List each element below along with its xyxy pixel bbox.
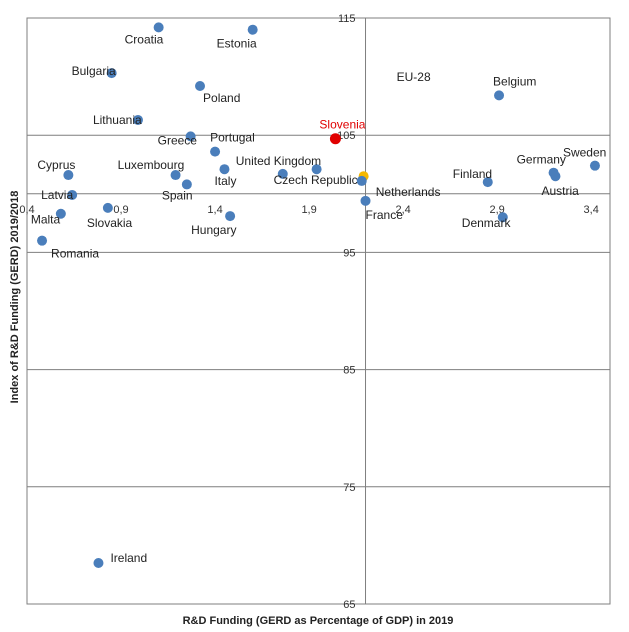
x-tick-label: 3,4 bbox=[584, 204, 599, 216]
point-romania bbox=[37, 235, 48, 246]
point-poland bbox=[195, 80, 206, 91]
label-netherlands: Netherlands bbox=[376, 185, 441, 199]
label-austria: Austria bbox=[541, 184, 579, 198]
point-slovakia bbox=[102, 202, 113, 213]
label-eu-28: EU-28 bbox=[397, 70, 431, 84]
point-spain bbox=[181, 179, 192, 190]
point-united-kingdom bbox=[277, 168, 288, 179]
x-tick-label: 2,4 bbox=[395, 204, 410, 216]
label-finland: Finland bbox=[453, 167, 492, 181]
y-axis-title: Index of R&D Funding (GERD) 2019/2018 bbox=[9, 191, 21, 404]
point-cyprus bbox=[63, 170, 74, 181]
x-tick-labels: 0,4 0,9 1,4 1,9 2,4 2,9 3,4 bbox=[19, 204, 598, 216]
x-tick-label: 0,4 bbox=[19, 204, 34, 216]
point-france bbox=[360, 195, 371, 206]
y-tick-labels: 65 75 85 95 105 115 bbox=[337, 13, 355, 611]
point-sweden bbox=[589, 160, 600, 171]
label-france: France bbox=[366, 208, 404, 222]
label-croatia: Croatia bbox=[125, 32, 164, 46]
y-tick-label: 65 bbox=[343, 599, 355, 611]
label-estonia: Estonia bbox=[217, 37, 257, 51]
label-czech-republic: Czech Republic bbox=[274, 173, 358, 187]
point-croatia bbox=[153, 22, 164, 33]
y-tick-label: 115 bbox=[338, 13, 356, 25]
point-portugal bbox=[210, 146, 221, 157]
label-sweden: Sweden bbox=[563, 146, 606, 160]
point-denmark bbox=[497, 212, 508, 223]
point-hungary bbox=[225, 211, 236, 222]
point-ireland bbox=[93, 557, 104, 568]
y-tick-label: 95 bbox=[343, 247, 355, 259]
point-estonia bbox=[247, 24, 258, 35]
point-lithuania bbox=[132, 114, 143, 125]
label-ireland: Ireland bbox=[110, 551, 147, 565]
point-latvia bbox=[67, 189, 78, 200]
label-slovenia: Slovenia bbox=[319, 118, 365, 132]
label-poland: Poland bbox=[203, 91, 240, 105]
point-greece bbox=[185, 131, 196, 142]
x-tick-label: 0,9 bbox=[113, 204, 128, 216]
label-lithuania: Lithuania bbox=[93, 113, 142, 127]
label-denmark: Denmark bbox=[462, 216, 512, 230]
point-austria bbox=[550, 171, 561, 182]
label-spain: Spain bbox=[162, 188, 193, 202]
point-italy bbox=[219, 164, 230, 175]
point-czech-republic bbox=[311, 164, 322, 175]
point-bulgaria bbox=[106, 68, 117, 79]
y-tick-label: 85 bbox=[343, 365, 355, 377]
label-luxembourg: Luxembourg bbox=[118, 158, 185, 172]
label-united-kingdom: United Kingdom bbox=[236, 154, 321, 168]
plot-area bbox=[26, 17, 611, 605]
label-greece: Greece bbox=[158, 133, 198, 147]
axes bbox=[27, 18, 610, 604]
label-latvia: Latvia bbox=[41, 188, 73, 202]
point-belgium bbox=[494, 90, 505, 101]
label-slovakia: Slovakia bbox=[87, 216, 133, 230]
label-belgium: Belgium bbox=[493, 74, 536, 88]
point-malta bbox=[55, 208, 66, 219]
label-bulgaria: Bulgaria bbox=[72, 64, 116, 78]
y-tick-label: 75 bbox=[343, 482, 355, 494]
point-netherlands bbox=[356, 175, 367, 186]
x-tick-label: 1,4 bbox=[207, 204, 222, 216]
label-hungary: Hungary bbox=[191, 223, 236, 237]
label-romania: Romania bbox=[51, 247, 99, 261]
gridlines bbox=[27, 134, 610, 488]
label-germany: Germany bbox=[517, 153, 566, 167]
point-finland bbox=[482, 177, 493, 188]
point-labels: Croatia Estonia Bulgaria Poland Lithuania Gre… bbox=[31, 32, 606, 565]
x-axis-title: R&D Funding (GERD as Percentage of GDP) … bbox=[183, 615, 454, 627]
label-malta: Malta bbox=[31, 213, 61, 227]
data-points bbox=[37, 22, 600, 568]
y-tick-label: 105 bbox=[337, 130, 355, 142]
label-italy: Italy bbox=[214, 174, 236, 188]
point-luxembourg bbox=[170, 170, 181, 181]
x-tick-label: 1,9 bbox=[301, 204, 316, 216]
point-slovenia bbox=[329, 133, 341, 145]
label-portugal: Portugal bbox=[210, 131, 255, 145]
label-cyprus: Cyprus bbox=[37, 158, 75, 172]
